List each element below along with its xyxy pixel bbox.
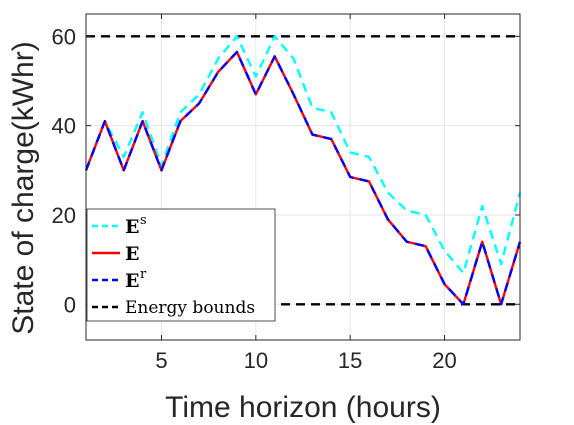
x-tick-label: 15 (338, 348, 362, 373)
legend-label-superscript: s (140, 213, 147, 228)
series-line-1 (84, 35, 522, 275)
x-axis-label: Time horizon (hours) (165, 391, 441, 424)
axis-ticks: 5 10 15 20 0 20 40 60 (52, 14, 520, 373)
legend-label: E (125, 216, 139, 238)
y-tick-label: 60 (52, 24, 76, 49)
legend-label: Energy bounds (125, 298, 255, 318)
series-line-3 (84, 50, 522, 306)
legend-box (86, 208, 276, 322)
x-tick-label: 20 (432, 348, 456, 373)
y-tick-label: 0 (64, 292, 76, 317)
legend-label: E (125, 270, 139, 292)
x-tick-label: 10 (244, 348, 268, 373)
y-axis-label: State of charge(kWhr) (7, 41, 40, 334)
legend-label-superscript: r (140, 267, 147, 282)
y-tick-label: 40 (52, 114, 76, 139)
legend-label: E (125, 243, 139, 265)
plot-lines (84, 35, 522, 306)
y-tick-label: 20 (52, 203, 76, 228)
plot-frame (85, 13, 521, 341)
x-tick-label: 5 (155, 348, 167, 373)
